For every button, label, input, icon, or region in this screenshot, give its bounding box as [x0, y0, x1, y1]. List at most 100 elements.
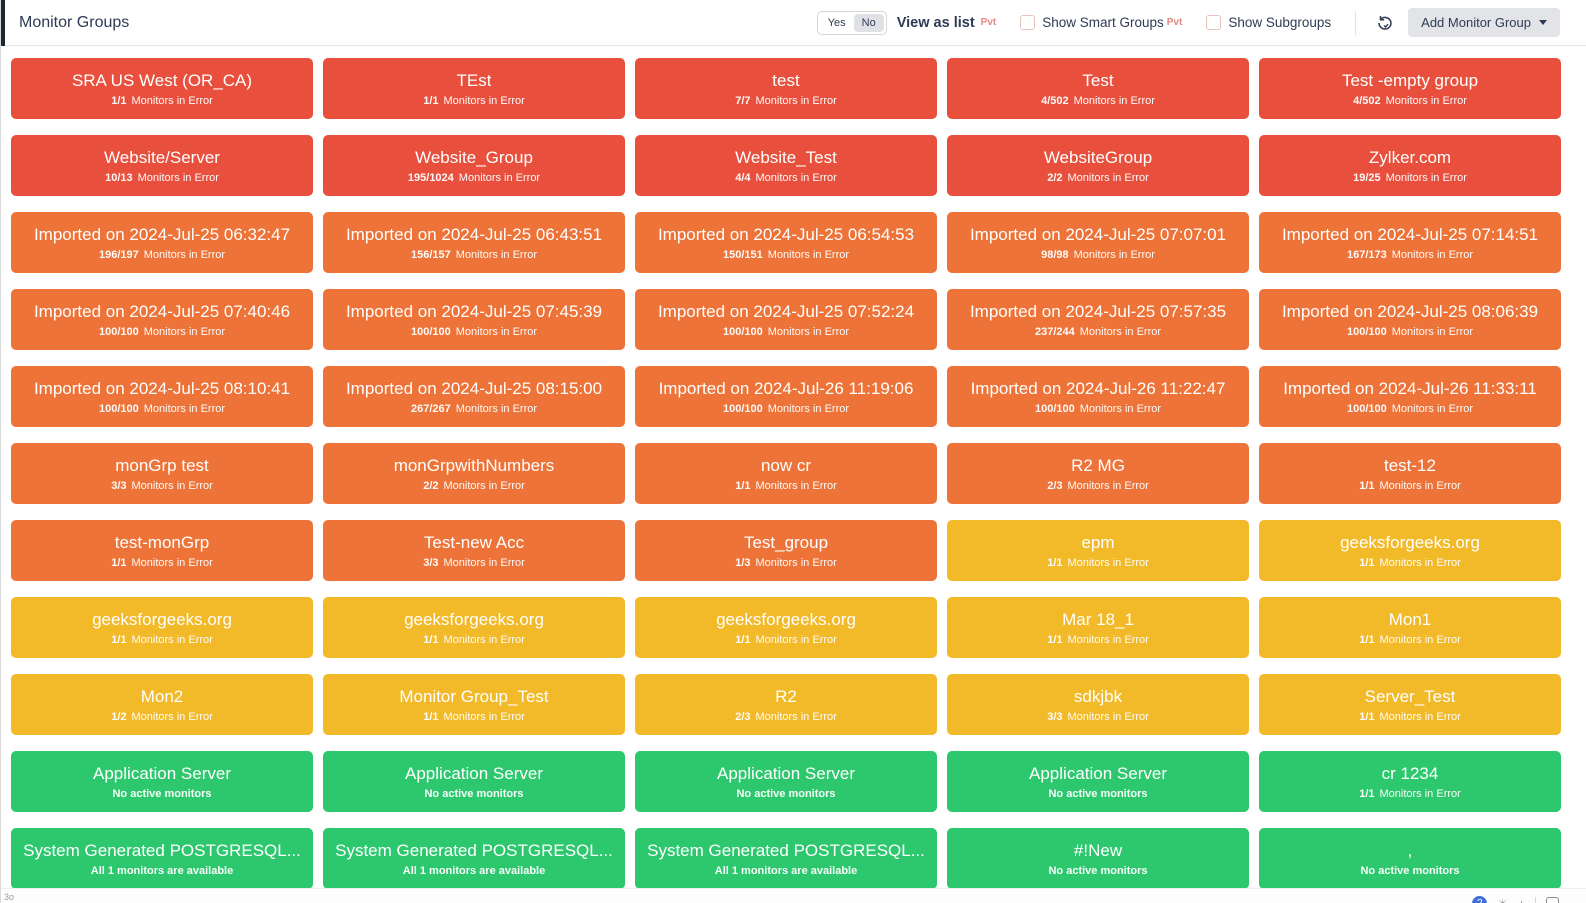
monitor-group-status: All 1 monitors are available — [402, 865, 546, 878]
toggle-no[interactable]: No — [853, 13, 884, 32]
monitor-group-tile[interactable]: Mon2 1/2 Monitors in Error — [11, 674, 313, 735]
monitor-group-tile[interactable]: test 7/7 Monitors in Error — [635, 58, 937, 119]
monitor-group-tile[interactable]: Imported on 2024-Jul-25 07:07:01 98/98 Mon… — [947, 212, 1249, 273]
yes-no-toggle[interactable]: Yes No — [816, 10, 887, 35]
monitor-group-tile[interactable]: TEst 1/1 Monitors in Error — [323, 58, 625, 119]
monitor-group-tile[interactable]: Website/Server 10/13 Monitors in Error — [11, 135, 313, 196]
monitor-group-tile[interactable]: Application Server No active monitors — [635, 751, 937, 812]
monitor-group-tile[interactable]: Imported on 2024-Jul-25 08:10:41 100/100 M… — [11, 366, 313, 427]
monitor-group-tile[interactable]: #!New No active monitors — [947, 828, 1249, 889]
monitor-group-tile[interactable]: SRA US West (OR_CA) 1/1 Monitors in Error — [11, 58, 313, 119]
monitor-group-tile[interactable]: R2 2/3 Monitors in Error — [635, 674, 937, 735]
monitor-group-tile[interactable]: , No active monitors — [1259, 828, 1561, 889]
monitor-group-status: 150/151 Monitors in Error — [722, 249, 850, 262]
monitor-group-tile[interactable]: Imported on 2024-Jul-26 11:19:06 100/100 M… — [635, 366, 937, 427]
monitor-group-title: test — [772, 70, 800, 90]
monitor-group-tile[interactable]: Imported on 2024-Jul-26 11:22:47 100/100 M… — [947, 366, 1249, 427]
monitor-group-tile[interactable]: test-monGrp 1/1 Monitors in Error — [11, 520, 313, 581]
monitor-group-status: 2/2 Monitors in Error — [1047, 172, 1149, 185]
monitor-group-tile[interactable]: Application Server No active monitors — [11, 751, 313, 812]
monitor-group-tile[interactable]: WebsiteGroup 2/2 Monitors in Error — [947, 135, 1249, 196]
monitor-group-tile[interactable]: Imported on 2024-Jul-25 06:54:53 150/151 M… — [635, 212, 937, 273]
toggle-yes[interactable]: Yes — [827, 16, 846, 29]
monitor-group-tile[interactable]: System Generated POSTGRESQL... All 1 moni… — [635, 828, 937, 889]
monitor-group-tile[interactable]: geeksforgeeks.org 1/1 Monitors in Error — [323, 597, 625, 658]
monitor-group-title: Zylker.com — [1368, 147, 1452, 167]
monitor-group-title: Imported on 2024-Jul-25 08:06:39 — [1281, 301, 1539, 321]
show-smart-groups-label[interactable]: Show Smart Groups — [1042, 15, 1164, 30]
monitor-group-tile[interactable]: test-12 1/1 Monitors in Error — [1259, 443, 1561, 504]
monitor-group-title: Imported on 2024-Jul-26 11:19:06 — [658, 378, 914, 398]
add-widget-icon[interactable]: + — [1518, 897, 1525, 903]
monitor-group-tile[interactable]: Test 4/502 Monitors in Error — [947, 58, 1249, 119]
monitor-group-tile[interactable]: sdkjbk 3/3 Monitors in Error — [947, 674, 1249, 735]
monitor-group-tile[interactable]: geeksforgeeks.org 1/1 Monitors in Error — [635, 597, 937, 658]
monitor-group-tile[interactable]: Server_Test 1/1 Monitors in Error — [1259, 674, 1561, 735]
feedback-icon[interactable]: ☀ — [1497, 897, 1508, 903]
monitor-group-title: WebsiteGroup — [1043, 147, 1153, 167]
monitor-group-tile[interactable]: Monitor Group_Test 1/1 Monitors in Error — [323, 674, 625, 735]
monitor-group-tile[interactable]: Imported on 2024-Jul-25 07:14:51 167/173 M… — [1259, 212, 1561, 273]
monitor-group-tile[interactable]: Imported on 2024-Jul-25 06:43:51 156/157 M… — [323, 212, 625, 273]
monitor-group-tile[interactable]: Imported on 2024-Jul-25 08:15:00 267/267 M… — [323, 366, 625, 427]
monitor-group-status: 2/2 Monitors in Error — [423, 480, 525, 493]
help-icon[interactable]: ? — [1472, 896, 1488, 903]
monitor-group-title: Imported on 2024-Jul-25 07:14:51 — [1281, 224, 1539, 244]
monitor-group-title: Application Server — [1029, 763, 1167, 783]
monitor-group-tile[interactable]: Imported on 2024-Jul-25 06:32:47 196/197 M… — [11, 212, 313, 273]
monitor-group-status: 1/1 Monitors in Error — [1359, 788, 1461, 801]
monitor-group-tile[interactable]: System Generated POSTGRESQL... All 1 moni… — [323, 828, 625, 889]
monitor-group-tile[interactable]: epm 1/1 Monitors in Error — [947, 520, 1249, 581]
monitor-group-status: 4/4 Monitors in Error — [735, 172, 837, 185]
monitor-group-tile[interactable]: Imported on 2024-Jul-25 07:52:24 100/100 M… — [635, 289, 937, 350]
monitor-group-tile[interactable]: geeksforgeeks.org 1/1 Monitors in Error — [1259, 520, 1561, 581]
monitor-group-tile[interactable]: System Generated POSTGRESQL... All 1 moni… — [11, 828, 313, 889]
monitor-group-status: No active monitors — [112, 788, 212, 801]
refresh-icon[interactable] — [1372, 10, 1398, 36]
monitor-group-tile[interactable]: Test -empty group 4/502 Monitors in Error — [1259, 58, 1561, 119]
monitor-group-status: 1/1 Monitors in Error — [1359, 634, 1461, 647]
monitor-group-status: 196/197 Monitors in Error — [98, 249, 226, 262]
show-subgroups-checkbox[interactable] — [1206, 15, 1222, 30]
monitor-group-tile[interactable]: Application Server No active monitors — [323, 751, 625, 812]
monitor-group-title: Mar 18_1 — [1062, 609, 1134, 629]
monitor-group-status: 167/173 Monitors in Error — [1346, 249, 1474, 262]
monitor-group-status: 1/1 Monitors in Error — [735, 480, 837, 493]
monitor-group-tile[interactable]: cr 1234 1/1 Monitors in Error — [1259, 751, 1561, 812]
show-smart-groups-checkbox[interactable] — [1020, 15, 1036, 30]
monitor-group-tile[interactable]: Test-new Acc 3/3 Monitors in Error — [323, 520, 625, 581]
show-subgroups-label[interactable]: Show Subgroups — [1228, 15, 1332, 30]
monitor-group-status: 195/1024 Monitors in Error — [407, 172, 541, 185]
monitor-group-tile[interactable]: monGrpwithNumbers 2/2 Monitors in Error — [323, 443, 625, 504]
monitor-group-tile[interactable]: Mon1 1/1 Monitors in Error — [1259, 597, 1561, 658]
monitor-group-title: #!New — [1073, 840, 1123, 860]
monitor-group-tile[interactable]: Application Server No active monitors — [947, 751, 1249, 812]
monitor-group-tile[interactable]: now cr 1/1 Monitors in Error — [635, 443, 937, 504]
monitor-group-tile[interactable]: Imported on 2024-Jul-25 08:06:39 100/100 M… — [1259, 289, 1561, 350]
add-monitor-group-button[interactable]: Add Monitor Group — [1408, 8, 1560, 37]
monitor-group-status: No active monitors — [1360, 865, 1460, 878]
monitor-group-tile[interactable]: Zylker.com 19/25 Monitors in Error — [1259, 135, 1561, 196]
monitor-group-status: 4/502 Monitors in Error — [1353, 95, 1467, 108]
monitor-group-tile[interactable]: Mar 18_1 1/1 Monitors in Error — [947, 597, 1249, 658]
monitor-group-status: 98/98 Monitors in Error — [1041, 249, 1155, 262]
monitor-group-tile[interactable]: Test_group 1/3 Monitors in Error — [635, 520, 937, 581]
monitor-group-title: Application Server — [93, 763, 231, 783]
monitor-group-tile[interactable]: geeksforgeeks.org 1/1 Monitors in Error — [11, 597, 313, 658]
monitor-group-tile[interactable]: monGrp test 3/3 Monitors in Error — [11, 443, 313, 504]
monitor-group-tile[interactable]: Imported on 2024-Jul-25 07:45:39 100/100 M… — [323, 289, 625, 350]
monitor-group-tile[interactable]: Imported on 2024-Jul-26 11:33:11 100/100 M… — [1259, 366, 1561, 427]
monitor-group-tile[interactable]: Website_Group 195/1024 Monitors in Error — [323, 135, 625, 196]
monitor-group-title: Application Server — [717, 763, 855, 783]
monitor-group-title: now cr — [760, 455, 812, 475]
monitor-group-tile[interactable]: Website_Test 4/4 Monitors in Error — [635, 135, 937, 196]
monitor-group-tile[interactable]: R2 MG 2/3 Monitors in Error — [947, 443, 1249, 504]
monitor-group-status: 1/1 Monitors in Error — [111, 557, 213, 570]
panel-icon[interactable] — [1546, 897, 1559, 903]
view-as-list-label[interactable]: View as list — [896, 14, 975, 31]
monitor-group-tile[interactable]: Imported on 2024-Jul-25 07:57:35 237/244 M… — [947, 289, 1249, 350]
monitor-group-tile[interactable]: Imported on 2024-Jul-25 07:40:46 100/100 M… — [11, 289, 313, 350]
add-monitor-group-label: Add Monitor Group — [1421, 15, 1531, 30]
monitor-group-status: No active monitors — [736, 788, 836, 801]
monitor-group-title: Imported on 2024-Jul-25 07:45:39 — [345, 301, 603, 321]
